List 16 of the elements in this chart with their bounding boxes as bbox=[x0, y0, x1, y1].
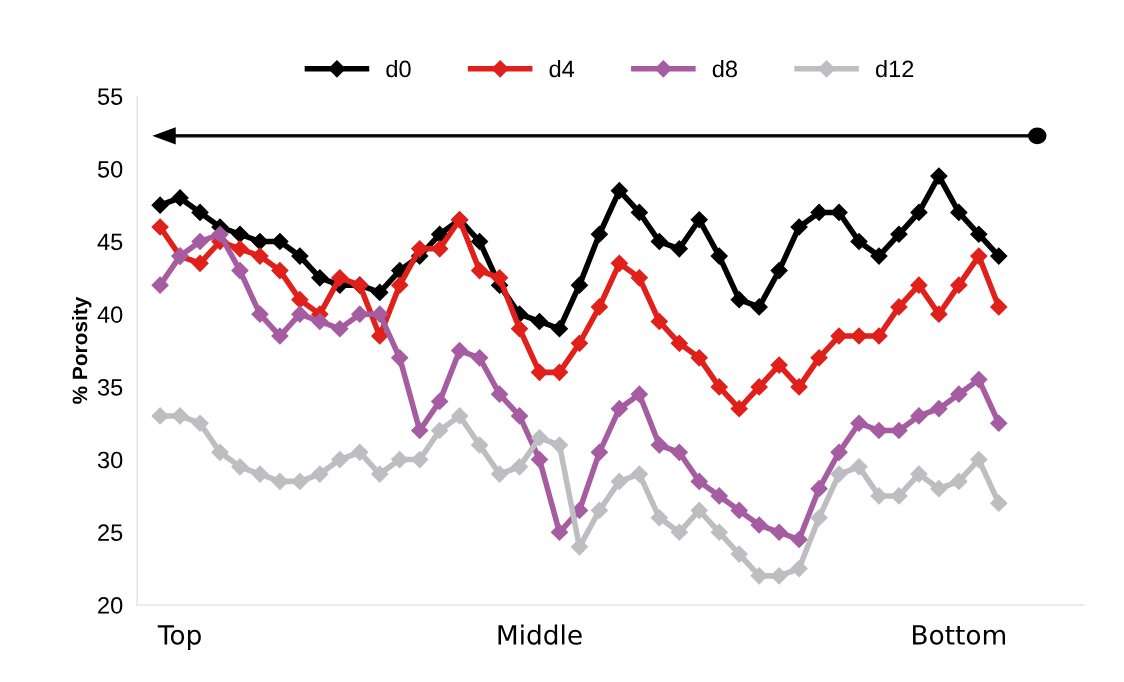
x-tick-label: Top bbox=[157, 625, 201, 650]
legend-label: d0 bbox=[386, 59, 411, 78]
y-tick-label: 35 bbox=[97, 378, 123, 396]
x-tick-label: Bottom bbox=[913, 625, 1006, 645]
y-tick-label: 30 bbox=[97, 451, 123, 469]
legend-label: d12 bbox=[875, 59, 914, 78]
y-tick-label: 25 bbox=[98, 524, 123, 542]
legend-label: d4 bbox=[549, 59, 575, 78]
y-tick-label: 40 bbox=[97, 306, 123, 323]
y-axis-title: % Porosity bbox=[72, 296, 92, 404]
x-tick-label: Middle bbox=[498, 624, 582, 645]
y-tick-label: 50 bbox=[97, 160, 123, 178]
y-tick-label: 20 bbox=[98, 597, 123, 614]
legend-label: d8 bbox=[712, 59, 737, 78]
y-tick-label: 45 bbox=[97, 233, 123, 251]
y-tick-label: 55 bbox=[97, 88, 123, 105]
